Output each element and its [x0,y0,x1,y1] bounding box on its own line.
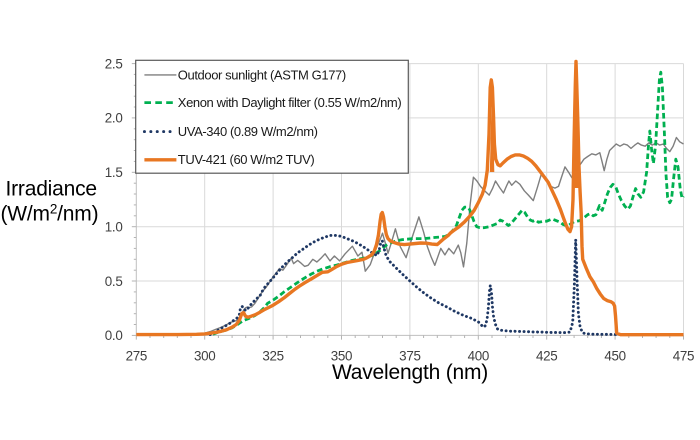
svg-text:0.0: 0.0 [105,328,123,343]
svg-text:1.5: 1.5 [105,165,123,180]
svg-text:300: 300 [194,349,215,364]
svg-text:425: 425 [536,349,557,364]
svg-text:275: 275 [126,349,147,364]
svg-text:2.0: 2.0 [105,111,123,126]
svg-text:Irradiance: Irradiance [6,178,97,201]
svg-text:Wavelength (nm): Wavelength (nm) [332,361,488,384]
svg-text:375: 375 [399,349,420,364]
svg-text:Xenon with Daylight filter (0.: Xenon with Daylight filter (0.55 W/m2/nm… [178,95,402,110]
svg-text:0.5: 0.5 [105,274,123,289]
svg-text:2.5: 2.5 [105,56,123,71]
svg-text:350: 350 [331,349,352,364]
svg-text:TUV-421 (60 W/m2 TUV): TUV-421 (60 W/m2 TUV) [178,152,315,167]
svg-text:475: 475 [673,349,694,364]
svg-text:450: 450 [604,349,625,364]
svg-text:400: 400 [468,349,489,364]
svg-text:1.0: 1.0 [105,220,123,235]
svg-text:Outdoor sunlight (ASTM G177): Outdoor sunlight (ASTM G177) [178,67,346,82]
svg-text:UVA-340 (0.89 W/m2/nm): UVA-340 (0.89 W/m2/nm) [178,124,318,139]
svg-text:(W/m2/nm): (W/m2/nm) [1,202,99,226]
svg-text:325: 325 [262,349,283,364]
